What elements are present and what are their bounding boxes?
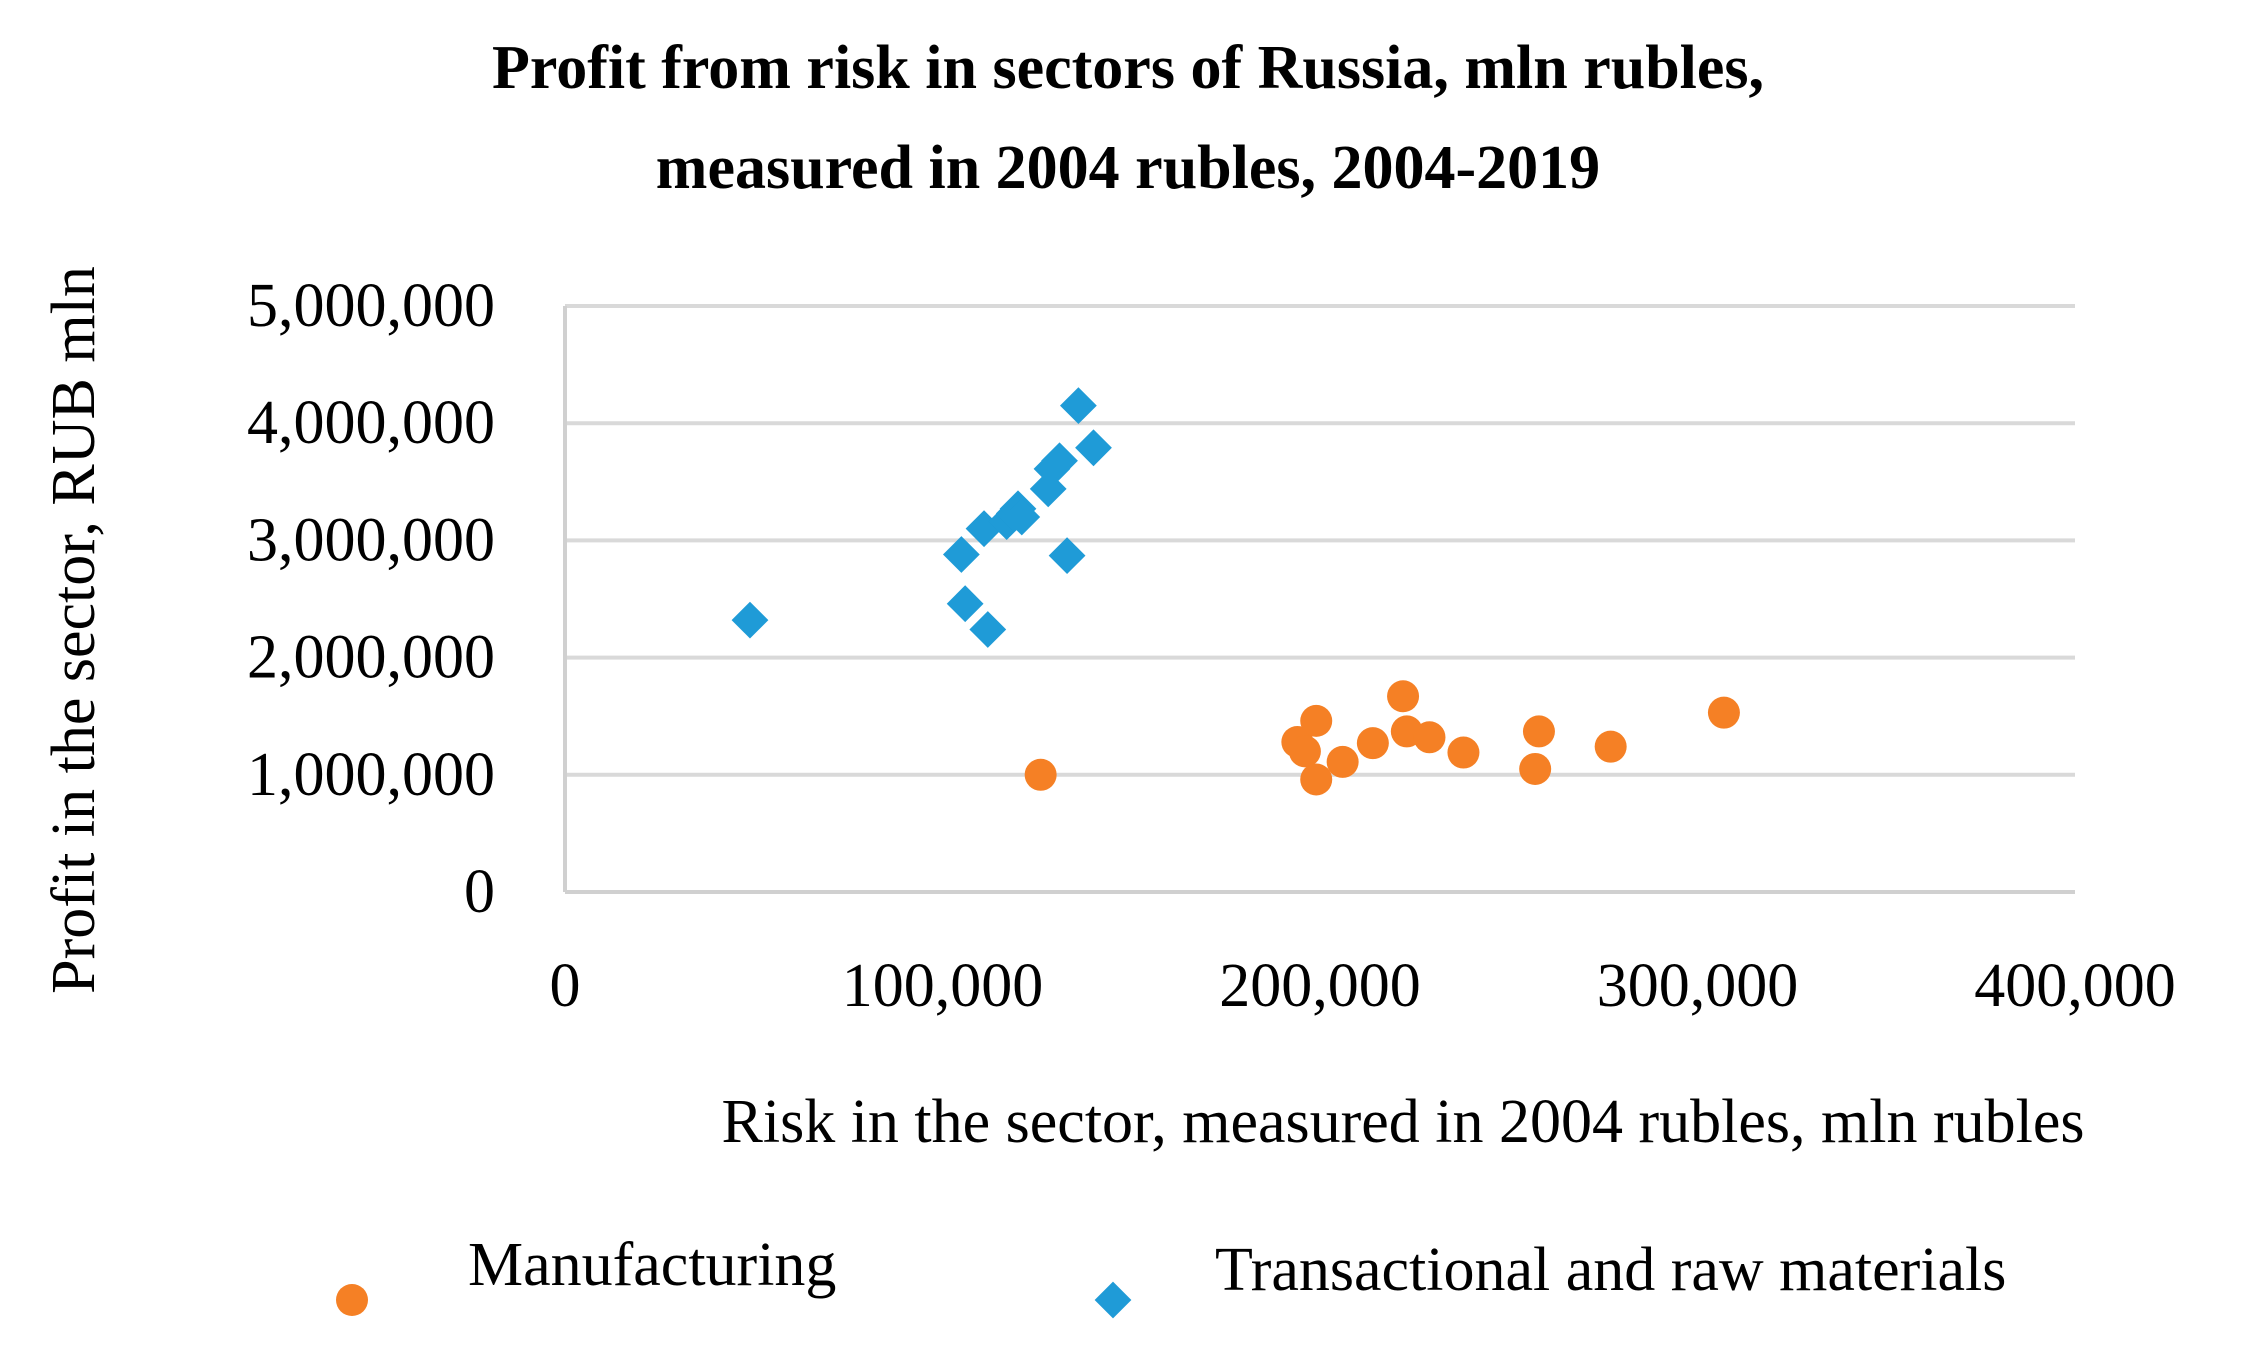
x-tick-label: 0 [550,952,581,1020]
transactional-point [1041,442,1078,480]
x-axis-title: Risk in the sector, measured in 2004 rub… [721,1088,2084,1156]
manufacturing-point [1300,704,1333,737]
transactional-point [731,601,769,639]
legend-label-manufacturing: Manufacturing [468,1231,836,1299]
manufacturing-point [1024,758,1057,791]
x-tick-label: 400,000 [1974,952,2176,1020]
y-tick-label: 1,000,000 [247,741,495,809]
y-tick-label: 3,000,000 [247,506,495,574]
manufacturing-point [1522,715,1555,748]
manufacturing-point [1300,763,1333,796]
series-manufacturing [1024,680,1740,796]
x-tick-labels: 0 100,000 200,000 300,000 400,000 [550,952,2176,1020]
manufacturing-point [1356,727,1389,760]
chart-title-line-1: Profit from risk in sectors of Russia, m… [492,34,1764,102]
legend-marker-transactional [1094,1281,1132,1319]
y-tick-label: 0 [464,858,495,926]
manufacturing-point [1326,745,1359,778]
transactional-point [942,536,980,573]
gridlines [565,304,2075,777]
manufacturing-point [1594,730,1627,763]
y-tick-labels: 0 1,000,000 2,000,000 3,000,000 4,000,000 5,0… [247,272,495,926]
x-tick-label: 300,000 [1597,952,1799,1020]
manufacturing-point [1707,696,1740,729]
transactional-point [969,611,1007,648]
y-tick-label: 5,000,000 [247,272,495,340]
data-points [731,387,1740,796]
x-tick-label: 100,000 [842,952,1044,1020]
transactional-point [1060,387,1097,425]
x-tick-label: 200,000 [1219,952,1421,1020]
manufacturing-point [1447,736,1480,769]
legend-label-transactional: Transactional and raw materials [1215,1236,2006,1304]
legend-marker-manufacturing [336,1284,368,1316]
manufacturing-point [1519,752,1552,785]
manufacturing-point [1387,680,1420,713]
chart-title-line-2: measured in 2004 rubles, 2004-2019 [656,134,1600,202]
manufacturing-point [1413,721,1446,754]
transactional-point [946,585,984,623]
transactional-point [1048,537,1086,575]
legend: Manufacturing Transactional and raw mate… [336,1231,2006,1319]
transactional-point [1075,429,1112,467]
y-tick-label: 4,000,000 [247,389,495,457]
y-tick-label: 2,000,000 [247,624,495,692]
series-transactional [731,387,1112,648]
y-axis-title: Profit in the sector, RUB mln [40,266,108,994]
manufacturing-point [1288,735,1321,768]
